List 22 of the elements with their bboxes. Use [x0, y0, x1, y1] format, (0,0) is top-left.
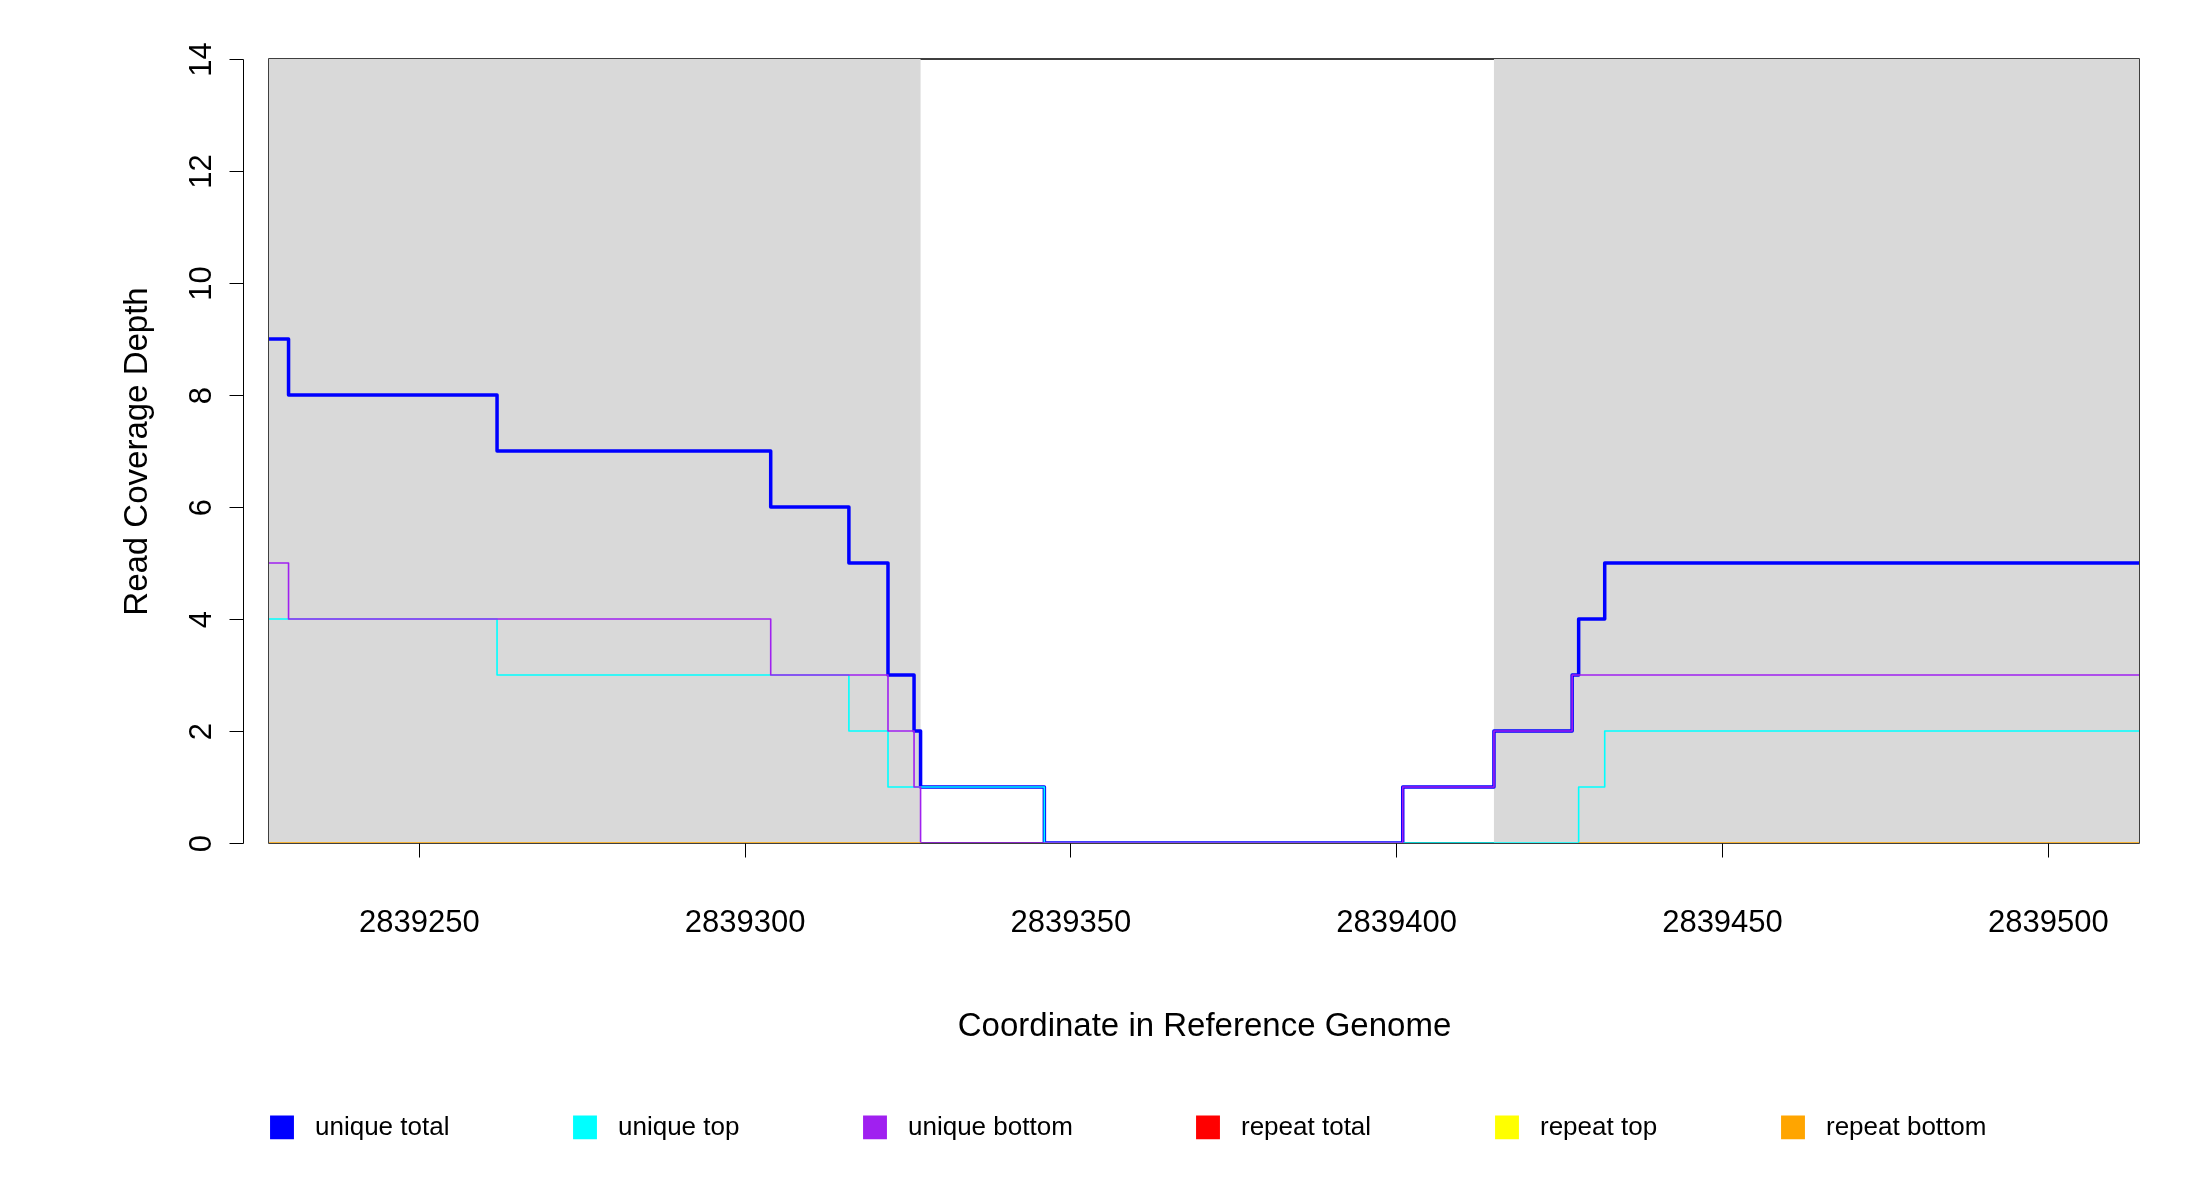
- y-axis-title: Read Coverage Depth: [116, 287, 154, 616]
- legend-label: repeat top: [1540, 1111, 1658, 1142]
- legend-label: repeat total: [1241, 1111, 1372, 1142]
- x-tick-label: 2839250: [359, 903, 480, 939]
- x-tick-label: 2839400: [1336, 903, 1458, 939]
- y-tick-label: 2: [182, 722, 218, 741]
- legend-label: unique total: [315, 1111, 450, 1142]
- x-axis-title: Coordinate in Reference Genome: [957, 1005, 1452, 1043]
- x-tick-label: 2839500: [1987, 903, 2109, 939]
- x-tick-label: 2839300: [684, 903, 806, 939]
- x-tick-label: 2839450: [1662, 903, 1783, 939]
- legend-label: unique top: [618, 1111, 740, 1142]
- x-tick-label: 2839350: [1010, 903, 1132, 939]
- y-tick-label: 8: [182, 386, 218, 405]
- legend-label: repeat bottom: [1826, 1111, 1987, 1142]
- y-tick-label: 10: [182, 266, 218, 301]
- y-tick-label: 0: [182, 834, 218, 853]
- legend-label: unique bottom: [908, 1111, 1073, 1142]
- y-tick-label: 14: [182, 42, 218, 77]
- y-tick-label: 4: [182, 610, 218, 629]
- y-tick-label: 12: [182, 154, 218, 189]
- y-tick-label: 6: [182, 498, 218, 517]
